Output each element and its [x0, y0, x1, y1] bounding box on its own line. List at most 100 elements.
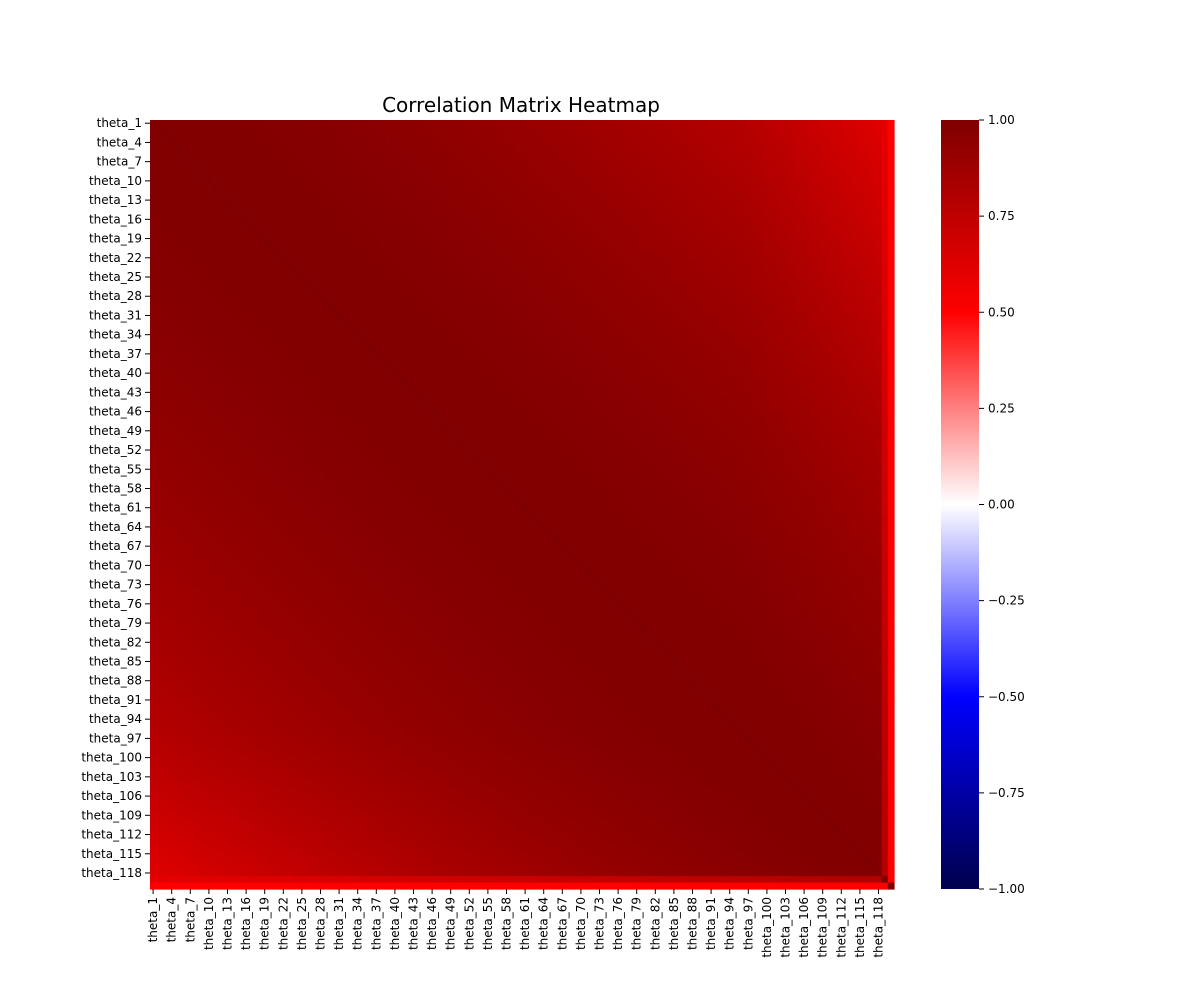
heatmap-cell — [423, 261, 430, 268]
heatmap-cell — [466, 325, 473, 332]
heatmap-cell — [646, 331, 653, 338]
heatmap-cell — [720, 248, 727, 255]
heatmap-cell — [417, 344, 424, 351]
heatmap-cell — [367, 203, 374, 210]
heatmap-cell — [392, 178, 399, 185]
heatmap-cell — [888, 171, 895, 178]
heatmap-row — [150, 299, 895, 306]
heatmap-cell — [671, 152, 678, 159]
heatmap-cell — [689, 235, 696, 242]
heatmap-cell — [212, 184, 219, 191]
heatmap-cell — [193, 306, 200, 313]
heatmap-cell — [398, 178, 405, 185]
heatmap-cell — [255, 306, 262, 313]
heatmap-cell — [379, 146, 386, 153]
heatmap-cell — [596, 293, 603, 300]
heatmap-cell — [677, 293, 684, 300]
heatmap-cell — [460, 248, 467, 255]
heatmap-cell — [547, 299, 554, 306]
heatmap-cell — [510, 171, 517, 178]
heatmap-cell — [237, 216, 244, 223]
heatmap-cell — [851, 223, 858, 230]
heatmap-cell — [541, 299, 548, 306]
heatmap-cell — [875, 139, 882, 146]
heatmap-cell — [187, 229, 194, 236]
heatmap-cell — [187, 178, 194, 185]
heatmap-cell — [733, 139, 740, 146]
heatmap-cell — [813, 357, 820, 364]
heatmap-cell — [218, 370, 225, 377]
heatmap-cell — [510, 325, 517, 332]
heatmap-cell — [658, 216, 665, 223]
heatmap-cell — [776, 293, 783, 300]
heatmap-cell — [243, 139, 250, 146]
heatmap-cell — [720, 184, 727, 191]
heatmap-cell — [888, 287, 895, 294]
heatmap-cell — [776, 139, 783, 146]
heatmap-cell — [665, 203, 672, 210]
heatmap-cell — [466, 184, 473, 191]
heatmap-cell — [789, 210, 796, 217]
heatmap-cell — [410, 229, 417, 236]
heatmap-cell — [355, 319, 362, 326]
heatmap-cell — [510, 280, 517, 287]
heatmap-cell — [875, 312, 882, 319]
heatmap-cell — [547, 152, 554, 159]
heatmap-cell — [441, 338, 448, 345]
heatmap-cell — [454, 274, 461, 281]
heatmap-cell — [175, 235, 182, 242]
heatmap-cell — [888, 370, 895, 377]
heatmap-cell — [733, 223, 740, 230]
heatmap-cell — [423, 248, 430, 255]
heatmap-cell — [181, 197, 188, 204]
heatmap-row — [150, 293, 895, 300]
heatmap-cell — [677, 370, 684, 377]
heatmap-row — [150, 178, 895, 185]
heatmap-cell — [274, 229, 281, 236]
heatmap-cell — [696, 280, 703, 287]
heatmap-cell — [820, 319, 827, 326]
heatmap-cell — [342, 280, 349, 287]
heatmap-cell — [373, 306, 380, 313]
heatmap-cell — [621, 319, 628, 326]
heatmap-cell — [696, 165, 703, 172]
heatmap-cell — [677, 255, 684, 262]
heatmap-cell — [503, 133, 510, 140]
heatmap-cell — [714, 171, 721, 178]
heatmap-cell — [435, 267, 442, 274]
heatmap-cell — [739, 223, 746, 230]
heatmap-cell — [838, 242, 845, 249]
heatmap-cell — [510, 197, 517, 204]
heatmap-cell — [410, 171, 417, 178]
heatmap-cell — [634, 331, 641, 338]
heatmap-cell — [813, 190, 820, 197]
heatmap-cell — [274, 376, 281, 383]
heatmap-cell — [516, 216, 523, 223]
heatmap-cell — [665, 165, 672, 172]
heatmap-cell — [497, 139, 504, 146]
heatmap-cell — [193, 364, 200, 371]
heatmap-cell — [386, 338, 393, 345]
heatmap-cell — [565, 267, 572, 274]
heatmap-cell — [640, 331, 647, 338]
heatmap-cell — [274, 319, 281, 326]
heatmap-cell — [293, 267, 300, 274]
heatmap-cell — [398, 370, 405, 377]
heatmap-cell — [479, 158, 486, 165]
heatmap-cell — [454, 203, 461, 210]
heatmap-cell — [373, 351, 380, 358]
heatmap-cell — [491, 319, 498, 326]
heatmap-cell — [565, 158, 572, 165]
heatmap-cell — [590, 171, 597, 178]
heatmap-cell — [584, 126, 591, 133]
heatmap-cell — [764, 210, 771, 217]
heatmap-cell — [596, 370, 603, 377]
heatmap-cell — [603, 158, 610, 165]
heatmap-cell — [392, 203, 399, 210]
heatmap-cell — [330, 139, 337, 146]
heatmap-cell — [578, 370, 585, 377]
heatmap-cell — [869, 171, 876, 178]
heatmap-cell — [454, 312, 461, 319]
heatmap-cell — [169, 146, 176, 153]
heatmap-cell — [776, 312, 783, 319]
